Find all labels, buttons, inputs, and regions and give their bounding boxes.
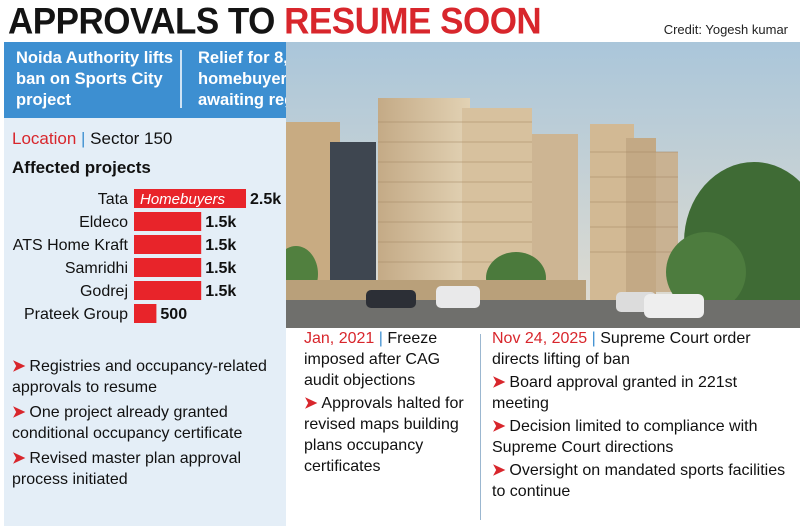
timeline-headline: Freeze imposed after CAG audit objection… — [304, 330, 441, 389]
timeline-sep: | — [591, 330, 596, 347]
housing-towers-photo — [286, 42, 800, 328]
timeline-2025: Nov 24, 2025 | Supreme Court order direc… — [492, 328, 796, 502]
value-label: 1.5k — [205, 283, 236, 300]
value-label: 1.5k — [205, 237, 236, 254]
timeline-heading: Nov 24, 2025 | Supreme Court order direc… — [492, 328, 796, 370]
red-arrow-icon: ➤ — [12, 450, 26, 467]
value-label: 1.5k — [205, 214, 236, 231]
timeline-date: Nov 24, 2025 — [492, 330, 588, 347]
left-bullet: ➤ One project already granted conditional… — [12, 404, 243, 442]
bar-inner-label: Homebuyers — [140, 191, 226, 208]
timeline-headline: Supreme Court order directs lifting of b… — [492, 330, 751, 368]
photo-illustration — [286, 42, 800, 328]
value-label: 2.5k — [250, 191, 281, 208]
headline-part2: RESUME SOON — [284, 1, 542, 42]
timeline-sep: | — [378, 330, 383, 347]
red-arrow-icon: ➤ — [492, 418, 506, 435]
affected-projects-chart: Tata Homebuyers 2.5k Eldeco 1.5k ATS Home Kra… — [4, 186, 286, 346]
timeline-heading: Jan, 2021 | Freeze imposed after CAG aud… — [304, 328, 472, 391]
timeline-item: ➤ Decision limited to compliance with Sup… — [492, 418, 758, 456]
category-label: Eldeco — [79, 214, 128, 231]
summary-divider — [180, 50, 182, 108]
red-arrow-icon: ➤ — [12, 358, 26, 375]
headline-part1: APPROVALS TO — [8, 1, 275, 42]
timeline-item: ➤ Oversight on mandated sports facilities… — [492, 462, 786, 500]
category-label: Godrej — [80, 283, 128, 300]
timeline-date: Jan, 2021 — [304, 330, 375, 347]
bar — [134, 304, 157, 323]
location-value: Sector 150 — [90, 129, 173, 148]
bar — [134, 281, 202, 300]
header: APPROVALS TO RESUME SOON Credit: Yogesh … — [0, 0, 800, 42]
red-arrow-icon: ➤ — [304, 395, 318, 412]
column-divider — [480, 334, 481, 520]
category-label: ATS Home Kraft — [13, 237, 129, 254]
value-label: 1.5k — [205, 260, 236, 277]
location-sep: | — [81, 129, 86, 148]
location-label: Location — [12, 129, 77, 148]
left-bullet: ➤ Revised master plan approval process in… — [12, 450, 242, 488]
category-label: Tata — [98, 191, 128, 208]
category-label: Prateek Group — [24, 306, 128, 323]
timeline-2021: Jan, 2021 | Freeze imposed after CAG aud… — [304, 328, 472, 477]
category-label: Samridhi — [65, 260, 128, 277]
timeline-item: ➤ Board approval granted in 221st meeting — [492, 374, 738, 412]
left-bullet: ➤ Registries and occupancy-related approv… — [12, 358, 267, 396]
bar — [134, 258, 202, 277]
bar-chart: Tata Homebuyers 2.5k Eldeco 1.5k ATS Home Kra… — [13, 189, 281, 323]
headline: APPROVALS TO RESUME SOON — [8, 1, 542, 43]
red-arrow-icon: ➤ — [12, 404, 26, 421]
value-label: 500 — [160, 306, 187, 323]
left-panel: Location | Sector 150 Affected projects … — [4, 118, 286, 526]
timeline-item: ➤ Approvals halted for revised maps build… — [304, 395, 464, 475]
bar — [134, 189, 246, 208]
left-bullets: ➤ Registries and occupancy-related approv… — [12, 356, 282, 494]
bar — [134, 212, 202, 231]
summary-left: Noida Authority lifts ban on Sports City… — [16, 49, 174, 109]
photo-credit: Credit: Yogesh kumar — [663, 22, 788, 37]
red-arrow-icon: ➤ — [492, 462, 506, 479]
bar — [134, 235, 202, 254]
affected-projects-title: Affected projects — [12, 158, 151, 177]
red-arrow-icon: ➤ — [492, 374, 506, 391]
location-line: Location | Sector 150 — [12, 129, 172, 149]
